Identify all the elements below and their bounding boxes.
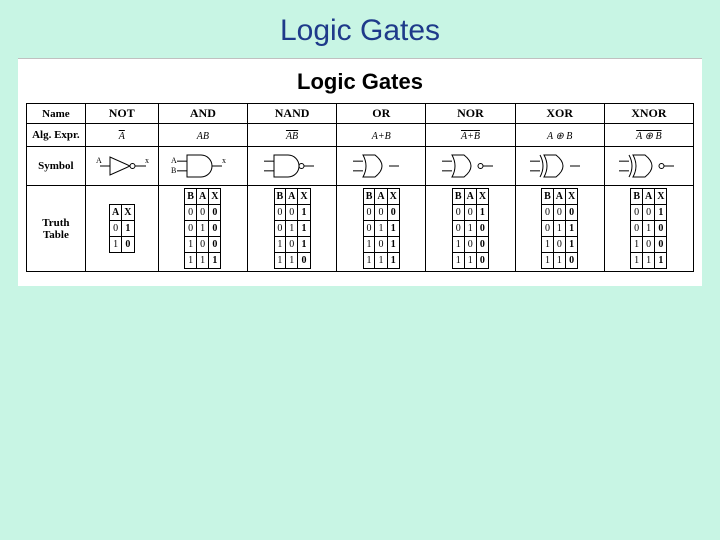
gate-truth-nand: BAX001011101110	[247, 186, 336, 272]
gate-symbol-not: Ax	[85, 147, 158, 186]
gate-truth-nor: BAX001010100110	[426, 186, 515, 272]
row-label-name: Name	[27, 104, 86, 124]
gate-truth-not: AX0110	[85, 186, 158, 272]
gate-expr-or: A+B	[337, 124, 426, 147]
gate-name-nor: NOR	[426, 104, 515, 124]
svg-text:A: A	[171, 156, 177, 165]
row-label-truth: TruthTable	[27, 186, 86, 272]
svg-text:x: x	[145, 156, 149, 165]
gate-expr-and: AB	[158, 124, 247, 147]
gate-symbol-xnor	[604, 147, 693, 186]
gate-symbol-or	[337, 147, 426, 186]
gates-table: NameNOTANDNANDORNORXORXNORAlg. Expr.AABA…	[26, 103, 694, 272]
svg-text:A: A	[96, 156, 102, 165]
gate-name-and: AND	[158, 104, 247, 124]
gate-symbol-and: ABx	[158, 147, 247, 186]
figure-title: Logic Gates	[26, 69, 694, 95]
gate-expr-xor: A ⊕ B	[515, 124, 604, 147]
gate-truth-xor: BAX000011101110	[515, 186, 604, 272]
gate-expr-xnor: A ⊕ B	[604, 124, 693, 147]
gate-symbol-xor	[515, 147, 604, 186]
row-label-expr: Alg. Expr.	[27, 124, 86, 147]
svg-text:B: B	[171, 166, 176, 175]
gate-expr-nor: A+B	[426, 124, 515, 147]
gate-name-not: NOT	[85, 104, 158, 124]
gate-truth-xnor: BAX001010100111	[604, 186, 693, 272]
slide-title: Logic Gates	[0, 0, 720, 58]
gate-name-xnor: XNOR	[604, 104, 693, 124]
logic-gates-figure: Logic Gates NameNOTANDNANDORNORXORXNOR Al…	[18, 58, 702, 286]
gate-expr-not: A	[85, 124, 158, 147]
gate-name-xor: XOR	[515, 104, 604, 124]
gate-truth-or: BAX000011101111	[337, 186, 426, 272]
gate-expr-nand: AB	[247, 124, 336, 147]
gate-truth-and: BAX000010100111	[158, 186, 247, 272]
svg-text:x: x	[222, 156, 226, 165]
gate-name-nand: NAND	[247, 104, 336, 124]
gate-symbol-nand	[247, 147, 336, 186]
gate-symbol-nor	[426, 147, 515, 186]
row-label-symbol: Symbol	[27, 147, 86, 186]
gate-name-or: OR	[337, 104, 426, 124]
